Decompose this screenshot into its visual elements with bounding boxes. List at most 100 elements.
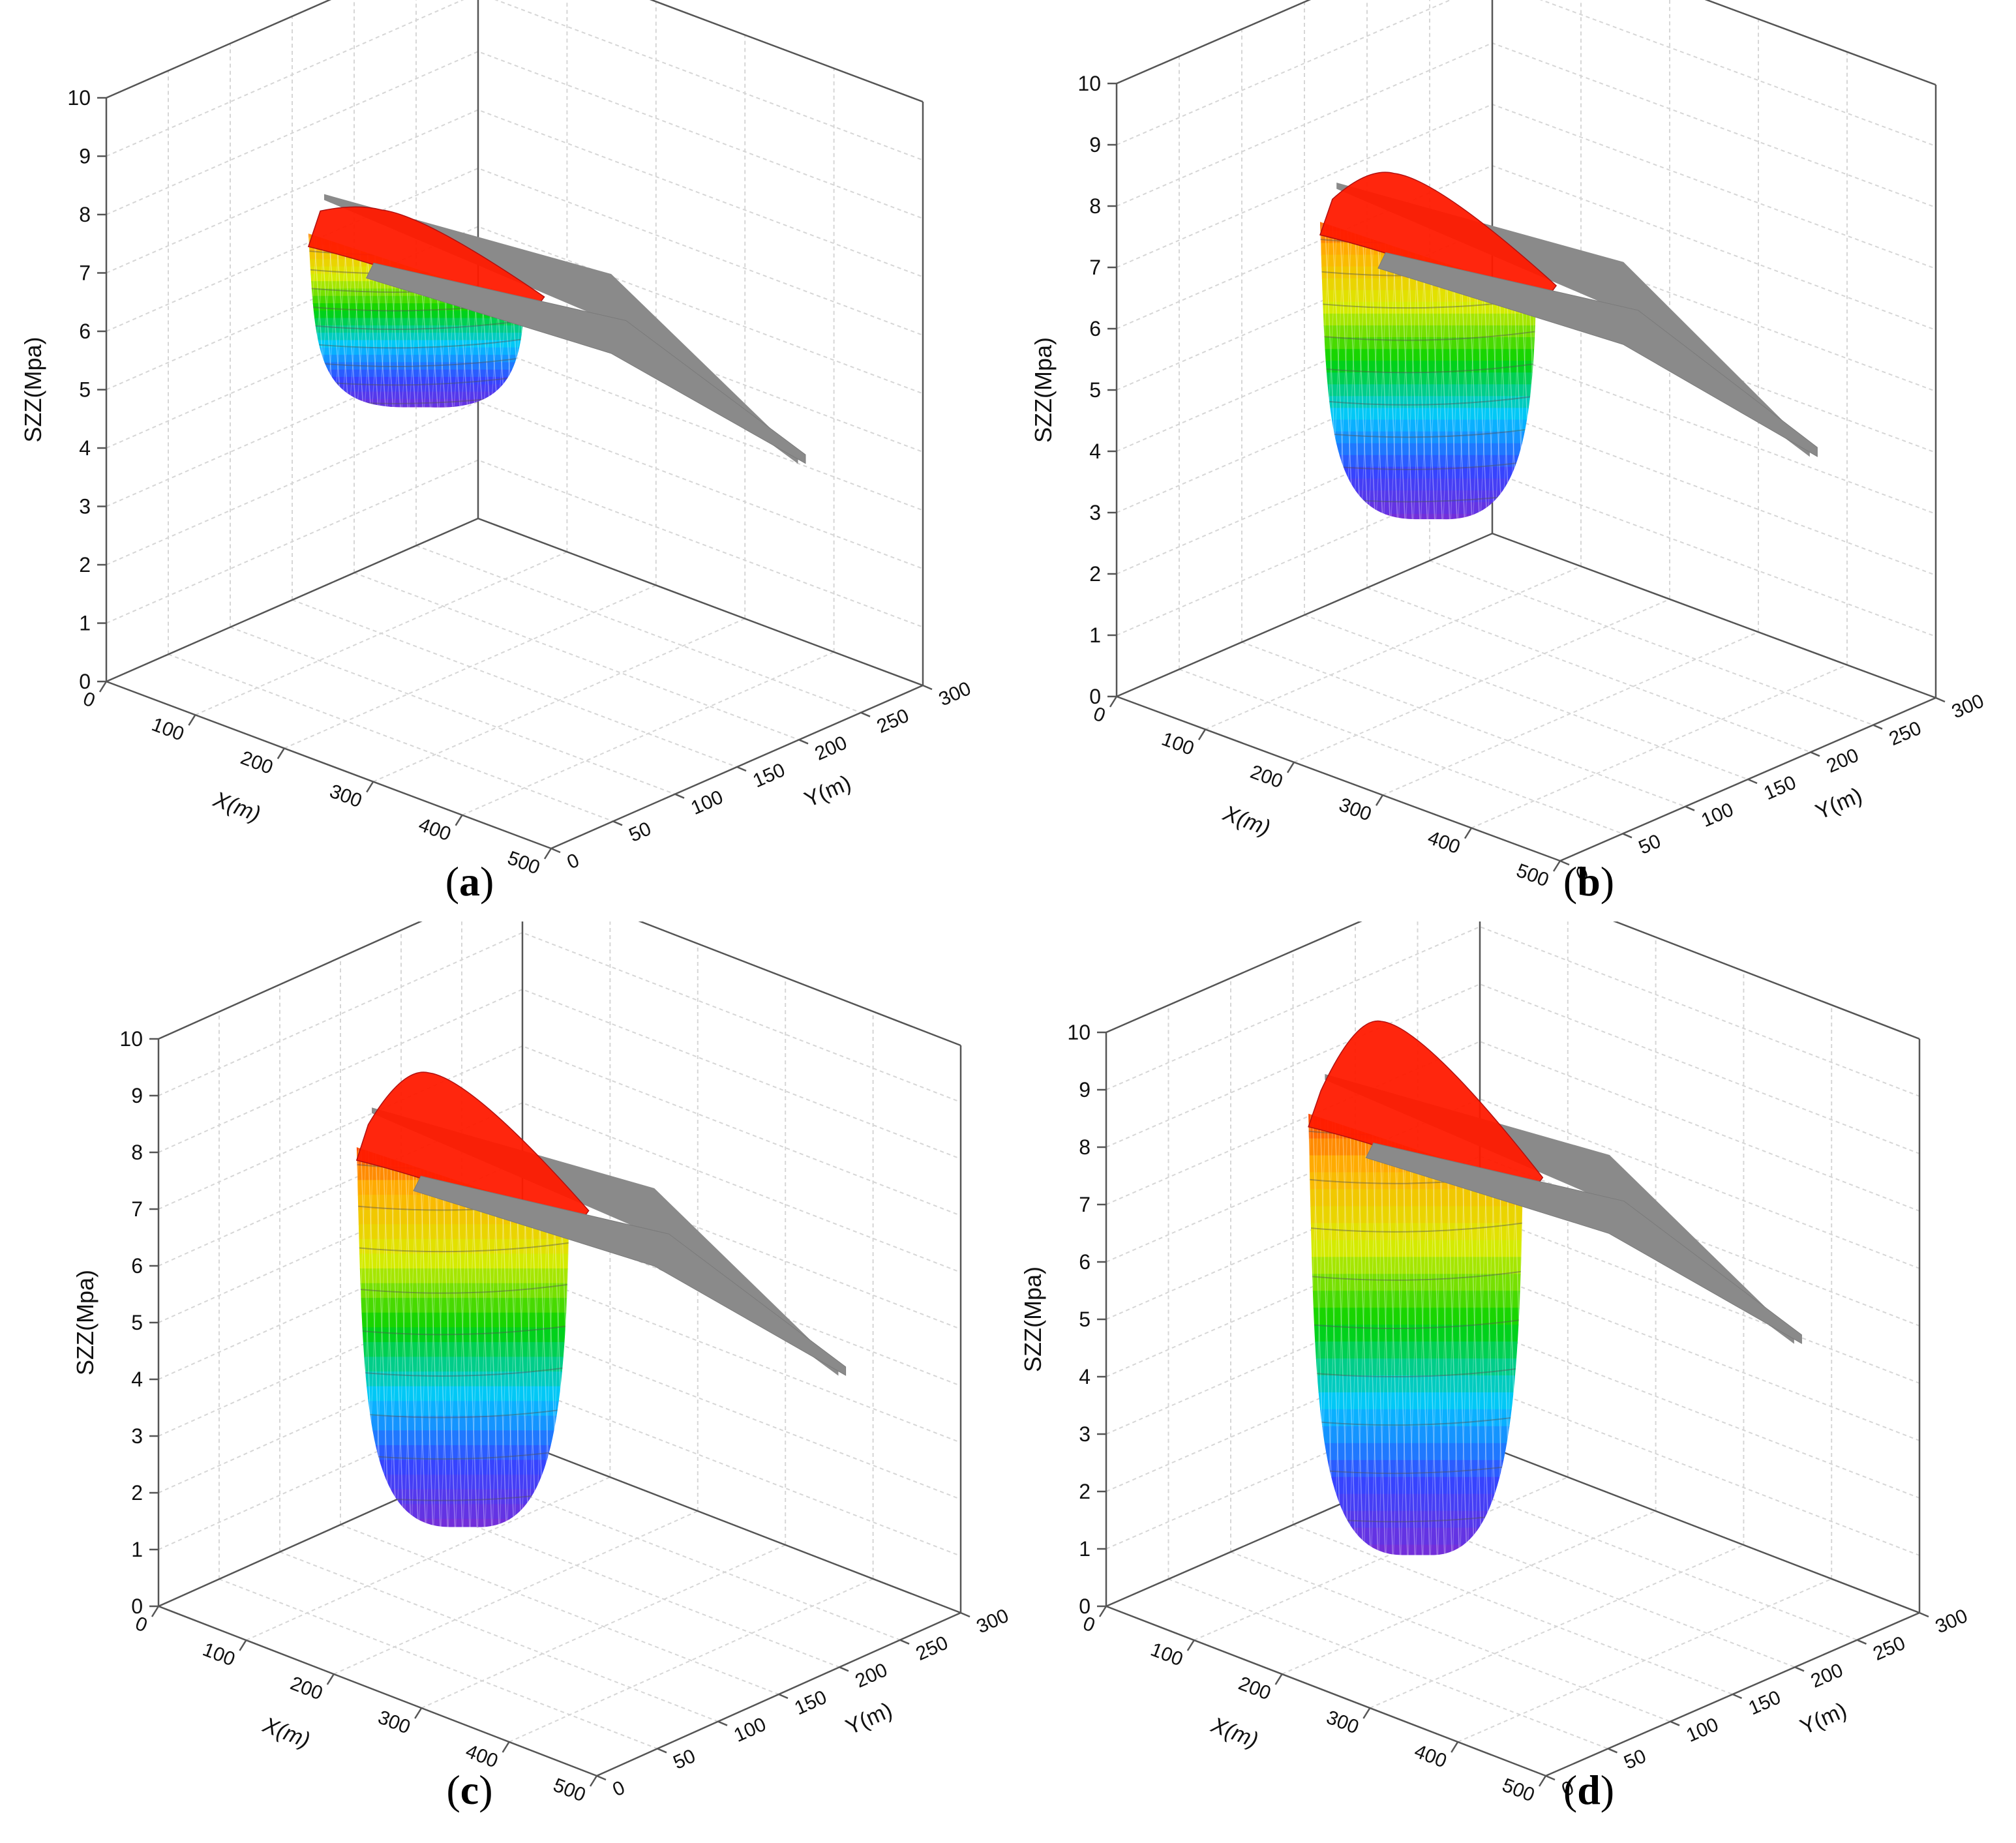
gridline-x-floor <box>333 1510 699 1675</box>
color-band <box>308 384 524 393</box>
gridline-z <box>106 459 924 628</box>
gridline-z <box>1116 0 1936 147</box>
mesh-line <box>1346 222 1361 520</box>
color-band <box>1320 490 1537 503</box>
gridline-x-floor <box>1293 598 1670 763</box>
axis-edge <box>649 0 924 103</box>
gridline-z <box>106 50 924 219</box>
y-tick <box>839 1666 849 1672</box>
color-band <box>356 1356 569 1373</box>
y-tick <box>960 1611 970 1618</box>
z-axis-title: SZZ(Mpa) <box>1019 1266 1046 1372</box>
gridline-z <box>158 922 961 1046</box>
color-band <box>356 1489 569 1505</box>
z-tick-label: 2 <box>1089 562 1101 586</box>
y-tick <box>1608 1748 1617 1754</box>
z-tick-label: 8 <box>79 203 91 226</box>
z-axis-title: SZZ(Mpa) <box>20 337 46 443</box>
y-tick-label: 300 <box>1949 690 1987 723</box>
z-tick-label: 8 <box>1079 1135 1091 1159</box>
y-tick <box>550 847 561 854</box>
mesh-line <box>1348 1113 1364 1555</box>
surface-group <box>1319 172 1818 520</box>
caption-d: (d) <box>1563 1767 1615 1813</box>
gridline-z <box>158 1272 961 1443</box>
x-axis-title: X(m) <box>1219 801 1273 841</box>
y-tick-label: 150 <box>791 1686 830 1720</box>
x-tick-label: 100 <box>1159 728 1197 760</box>
gridline-z <box>1106 1442 1920 1613</box>
mesh-line <box>1308 1113 1312 1555</box>
color-band <box>308 369 524 378</box>
gridline-x-floor <box>372 618 745 783</box>
axis-edge <box>1492 532 1936 699</box>
color-band <box>1308 1443 1523 1461</box>
mesh-line <box>1320 222 1324 520</box>
z-tick-label: 4 <box>1079 1365 1091 1388</box>
gridline-x-floor <box>194 551 567 716</box>
mesh-line <box>382 1147 397 1527</box>
gridline-z <box>158 1442 961 1613</box>
color-band <box>1308 1358 1523 1377</box>
caption-c: (c) <box>446 1767 493 1813</box>
mesh-line <box>1355 1113 1372 1555</box>
color-band <box>308 318 524 326</box>
color-band <box>356 1518 569 1527</box>
surface-plot-a: 012345678910SZZ(Mpa)0100200300400500X(m)… <box>20 0 974 879</box>
gridline-x-floor <box>1471 664 1848 829</box>
y-tick <box>612 820 623 826</box>
x-tick <box>1362 1707 1371 1719</box>
x-tick <box>1552 860 1561 872</box>
z-tick-label: 1 <box>131 1538 143 1561</box>
x-tick <box>188 714 196 726</box>
gridline-y-floor <box>415 545 862 713</box>
color-band <box>1320 455 1537 468</box>
gridline-z <box>1116 0 1936 85</box>
mesh-line <box>1355 1113 1372 1555</box>
mesh-line <box>356 1147 360 1527</box>
y-tick <box>1559 860 1570 866</box>
y-axis-title: Y(m) <box>1796 1698 1850 1739</box>
gridline-x-floor <box>462 651 835 816</box>
color-band <box>308 376 524 385</box>
z-tick-label: 1 <box>79 612 91 635</box>
y-tick <box>674 793 685 799</box>
gridline-z <box>1116 532 1936 698</box>
gridline-y-floor <box>168 653 614 822</box>
color-band <box>1308 1426 1523 1444</box>
mesh-line <box>1370 1113 1387 1555</box>
mesh-line <box>1361 222 1376 520</box>
mesh-line <box>1333 1113 1349 1555</box>
y-tick <box>1873 724 1883 730</box>
y-tick-label: 200 <box>1824 745 1862 777</box>
gridline-y-floor <box>1230 1551 1671 1722</box>
gray-surface-front <box>1365 1143 1802 1344</box>
z-tick-label: 9 <box>79 145 91 168</box>
x-tick-label: 400 <box>415 814 453 845</box>
axis-edge <box>106 0 332 99</box>
z-tick-label: 2 <box>79 553 91 577</box>
x-tick <box>1451 1741 1459 1753</box>
x-tick-label: 200 <box>288 1673 326 1705</box>
x-tick <box>1197 728 1207 741</box>
color-band <box>1308 1493 1523 1512</box>
x-tick-label: 400 <box>1425 827 1463 858</box>
mesh-line <box>1370 1113 1386 1555</box>
chart-panel-a: 0 1 2 3 4 5 6 7 8 9 10 SZZ(Mpa) 0 100 200 300 400 500 X(m)… <box>0 0 1008 922</box>
color-band <box>356 1371 569 1387</box>
gridline-y-floor <box>292 599 738 768</box>
caption-b: (b) <box>1563 858 1615 905</box>
axis-edge <box>106 680 552 850</box>
color-band <box>356 1238 569 1255</box>
mesh-line <box>1348 1113 1364 1555</box>
z-tick-label: 0 <box>79 670 91 693</box>
z-tick-label: 0 <box>131 1595 143 1618</box>
x-tick <box>98 681 108 693</box>
x-tick <box>1464 827 1473 839</box>
color-band <box>256 207 603 215</box>
mesh-line <box>1308 1113 1312 1555</box>
mesh-line <box>1353 222 1369 520</box>
surface-plot-c: 012345678910SZZ(Mpa)0100200300400500X(m)… <box>72 922 1008 1806</box>
z-tick-label: 5 <box>131 1311 143 1334</box>
chart-panel-b: 0 1 2 3 4 5 6 7 8 9 10 SZZ(Mpa) 0 100 200 300 400 500 X(m)… <box>1008 0 2016 922</box>
